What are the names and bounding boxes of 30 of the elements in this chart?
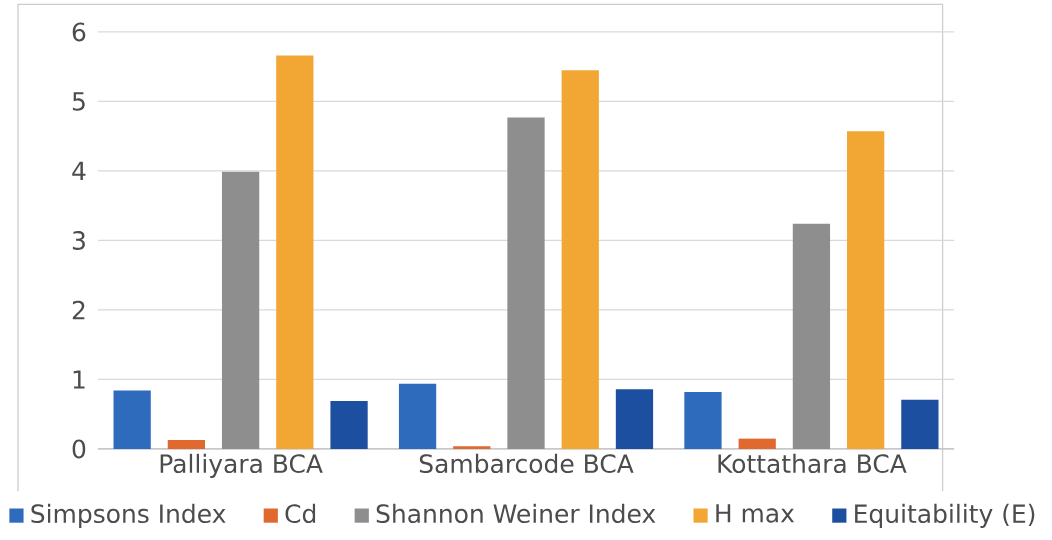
bar: [453, 446, 491, 450]
y-tick-label: 0: [72, 439, 86, 459]
bar: [847, 131, 885, 450]
y-tick-label: 1: [73, 370, 85, 389]
bar: [561, 70, 599, 450]
bar: [684, 392, 722, 450]
y-tick-label: 5: [72, 92, 85, 111]
bar: [507, 117, 545, 450]
legend-label: Cd: [285, 503, 316, 524]
x-tick-label: Sambarcode BCA: [419, 453, 634, 474]
x-tick-label: Kottathara BCA: [718, 453, 907, 474]
bar: [901, 399, 939, 450]
bar: [113, 390, 151, 450]
y-tick-label: 2: [72, 300, 85, 320]
legend-label: Shannon Weiner Index: [376, 503, 656, 524]
y-tick-label: 3: [72, 231, 85, 250]
legend-label: H max: [716, 504, 795, 523]
legend-label: Simpsons Index: [31, 503, 226, 528]
bar: [330, 401, 368, 450]
y-tick-label: 6: [72, 22, 86, 42]
legend-label: Equitability (E): [855, 503, 1035, 528]
bar: [398, 383, 437, 450]
x-tick-label: Palliyara BCA: [160, 453, 323, 478]
bar: [276, 55, 314, 450]
bar: [221, 171, 260, 450]
y-tick-label: 4: [72, 161, 86, 181]
bar: [738, 438, 776, 450]
bar: [167, 439, 205, 450]
bar: [792, 223, 831, 450]
bar: [615, 389, 654, 450]
